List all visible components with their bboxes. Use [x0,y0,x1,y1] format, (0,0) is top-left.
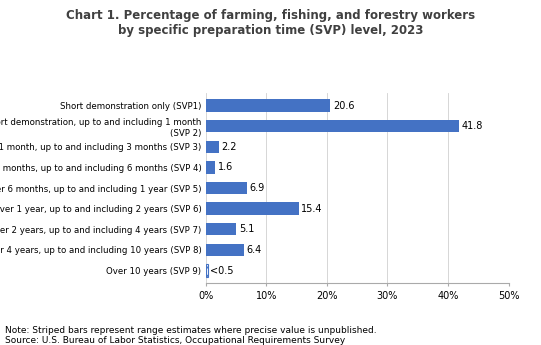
Text: <0.5: <0.5 [210,266,233,276]
Bar [206,244,245,256]
Bar [206,182,247,194]
Text: 5.1: 5.1 [239,224,254,234]
Text: 6.9: 6.9 [250,183,265,193]
Text: 1.6: 1.6 [217,162,233,172]
Text: 15.4: 15.4 [301,204,323,214]
Bar [206,161,215,174]
Text: 2.2: 2.2 [221,142,237,152]
Text: 6.4: 6.4 [247,245,262,255]
Bar [206,264,208,277]
Text: 41.8: 41.8 [461,121,483,131]
Text: Note: Striped bars represent range estimates where precise value is unpublished.: Note: Striped bars represent range estim… [5,326,377,345]
Bar [206,99,331,112]
Bar [206,120,459,132]
Bar [206,203,299,215]
Text: 20.6: 20.6 [333,100,354,110]
Bar [206,264,208,277]
Text: Chart 1. Percentage of farming, fishing, and forestry workers
by specific prepar: Chart 1. Percentage of farming, fishing,… [66,9,475,37]
Bar [206,223,236,235]
Bar [206,141,219,153]
